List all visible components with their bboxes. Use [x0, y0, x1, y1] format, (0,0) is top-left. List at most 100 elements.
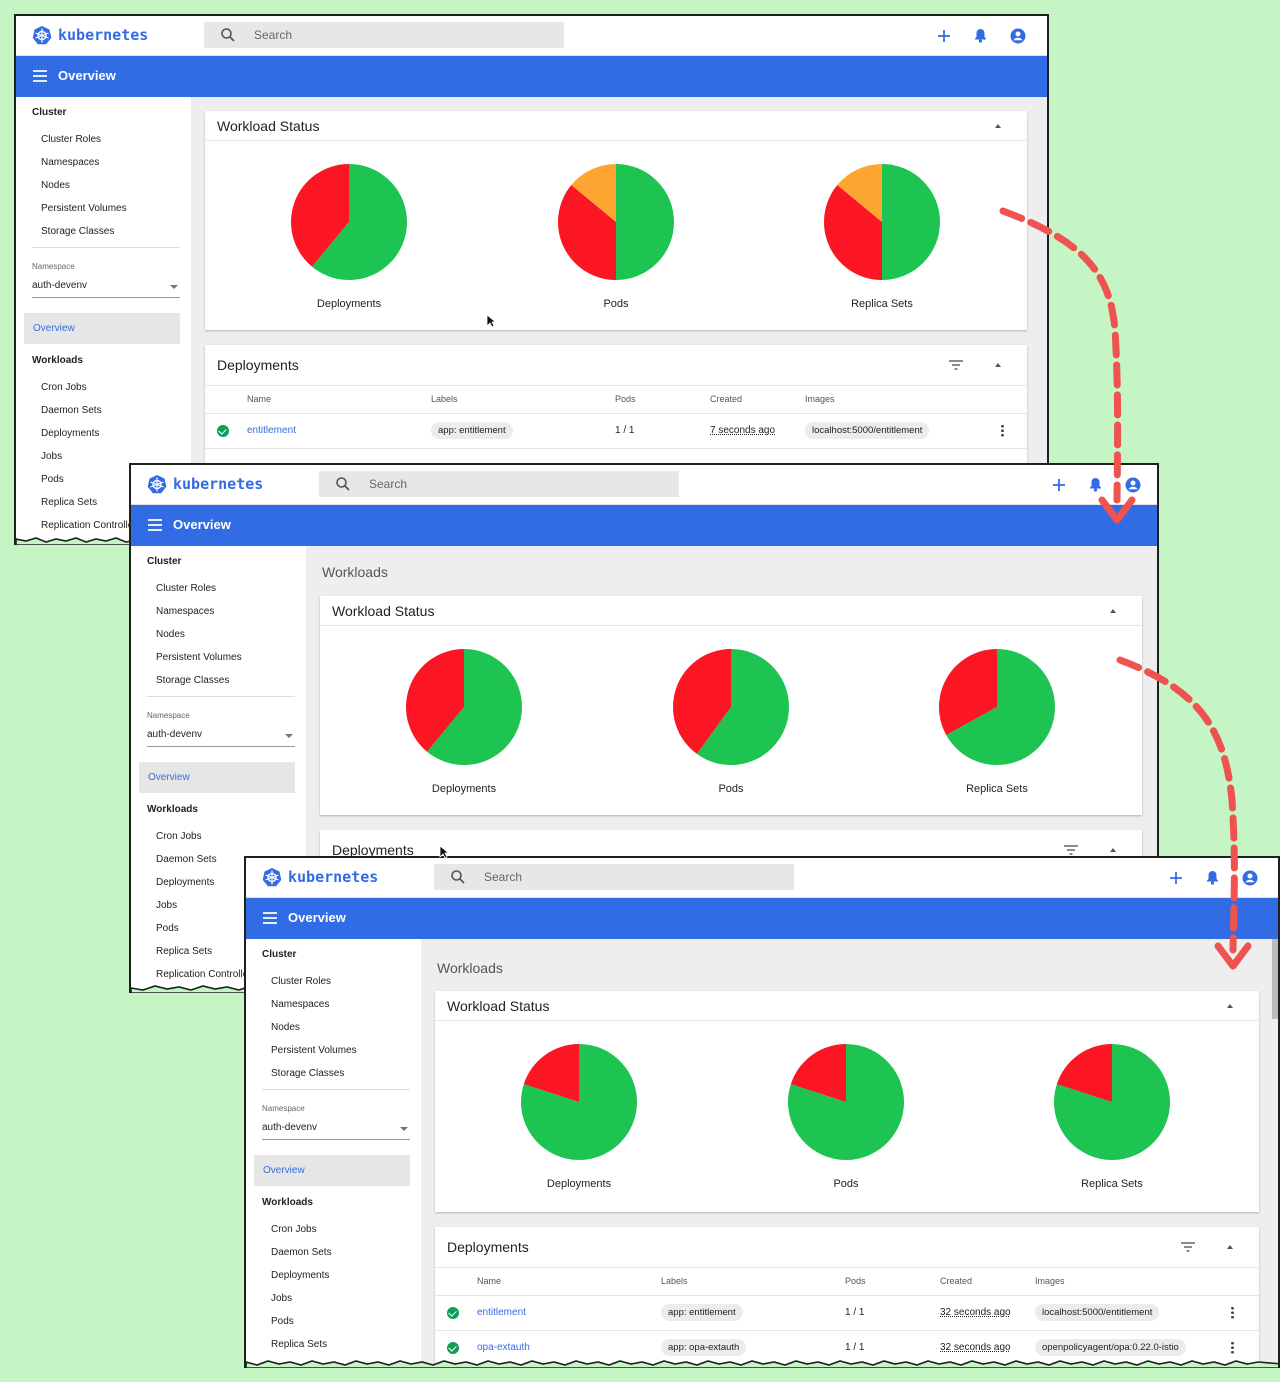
- more-vert-icon[interactable]: [1231, 1306, 1234, 1319]
- collapse-icon[interactable]: [1110, 609, 1116, 613]
- kubernetes-logo[interactable]: kubernetes: [147, 474, 263, 494]
- filter-icon[interactable]: [949, 360, 963, 370]
- column-header-pods[interactable]: Pods: [845, 1276, 866, 1286]
- pie-replica-sets: [1054, 1044, 1170, 1160]
- column-header-created[interactable]: Created: [940, 1276, 973, 1286]
- add-icon[interactable]: [1049, 475, 1068, 494]
- sidebar-item-jobs[interactable]: Jobs: [271, 1293, 293, 1304]
- sidebar-item-nodes[interactable]: Nodes: [271, 1022, 300, 1033]
- search-input[interactable]: [484, 870, 764, 884]
- kubernetes-logo[interactable]: kubernetes: [32, 25, 148, 45]
- sidebar-item-overview[interactable]: Overview: [139, 762, 295, 793]
- collapse-icon[interactable]: [1227, 1004, 1233, 1008]
- more-vert-icon[interactable]: [1001, 424, 1004, 437]
- sidebar-item-cron-jobs[interactable]: Cron Jobs: [271, 1224, 317, 1235]
- sidebar-item-cluster-roles[interactable]: Cluster Roles: [271, 976, 332, 987]
- menu-icon[interactable]: [147, 518, 163, 532]
- label-chip: app: opa-extauth: [661, 1339, 747, 1356]
- search-input[interactable]: [369, 477, 649, 491]
- sidebar-item-deployments[interactable]: Deployments: [41, 428, 100, 439]
- filter-icon[interactable]: [1064, 845, 1078, 855]
- sidebar-item-namespaces[interactable]: Namespaces: [41, 157, 100, 168]
- column-header-images[interactable]: Images: [1035, 1276, 1065, 1286]
- collapse-icon[interactable]: [1227, 1245, 1233, 1249]
- sidebar-item-daemon-sets[interactable]: Daemon Sets: [41, 405, 102, 416]
- add-icon[interactable]: [1166, 868, 1185, 887]
- page-title-bar: Overview: [246, 898, 1278, 939]
- sidebar-item-replication-controllers[interactable]: Replication Controllers: [41, 520, 142, 531]
- sidebar-item-persistent-volumes[interactable]: Persistent Volumes: [271, 1045, 357, 1056]
- column-header-labels[interactable]: Labels: [431, 394, 458, 404]
- sidebar-item-replication-controllers[interactable]: Replication Controllers: [156, 969, 257, 980]
- menu-icon[interactable]: [262, 911, 278, 925]
- account-icon[interactable]: [1240, 868, 1259, 887]
- column-header-name[interactable]: Name: [477, 1276, 502, 1286]
- bell-icon[interactable]: [1203, 868, 1222, 887]
- column-header-name[interactable]: Name: [247, 394, 272, 404]
- namespace-select[interactable]: auth-devenv: [32, 280, 180, 298]
- sidebar-item-namespaces[interactable]: Namespaces: [271, 999, 330, 1010]
- sidebar-item-deployments[interactable]: Deployments: [271, 1270, 330, 1281]
- bell-icon[interactable]: [971, 26, 990, 45]
- collapse-icon[interactable]: [995, 124, 1001, 128]
- sidebar-item-pods[interactable]: Pods: [41, 474, 64, 485]
- pie-label: Replica Sets: [851, 298, 913, 310]
- sidebar-item-nodes[interactable]: Nodes: [156, 629, 185, 640]
- sidebar-item-nodes[interactable]: Nodes: [41, 180, 70, 191]
- search-icon: [336, 477, 350, 491]
- collapse-icon[interactable]: [995, 363, 1001, 367]
- kubernetes-logo[interactable]: kubernetes: [262, 867, 378, 887]
- pie-slice-failed: [790, 1044, 846, 1102]
- pie-slice-ok: [946, 649, 1055, 765]
- sidebar-item-namespaces[interactable]: Namespaces: [156, 606, 215, 617]
- sidebar-item-pods[interactable]: Pods: [271, 1316, 294, 1327]
- sidebar-item-cron-jobs[interactable]: Cron Jobs: [156, 831, 202, 842]
- sidebar-item-deployments[interactable]: Deployments: [156, 877, 215, 888]
- search-bar[interactable]: [204, 22, 564, 48]
- sidebar-item-persistent-volumes[interactable]: Persistent Volumes: [41, 203, 127, 214]
- sidebar-item-daemon-sets[interactable]: Daemon Sets: [156, 854, 217, 865]
- column-header-pods[interactable]: Pods: [615, 394, 636, 404]
- bell-icon[interactable]: [1086, 475, 1105, 494]
- sidebar-item-cluster-roles[interactable]: Cluster Roles: [41, 134, 102, 145]
- namespace-select[interactable]: auth-devenv: [147, 729, 295, 747]
- namespace-value: auth-devenv: [147, 729, 203, 740]
- search-input[interactable]: [254, 28, 534, 42]
- sidebar-item-replica-sets[interactable]: Replica Sets: [271, 1339, 328, 1350]
- sidebar-item-overview[interactable]: Overview: [254, 1155, 410, 1186]
- menu-icon[interactable]: [32, 69, 48, 83]
- sidebar-item-replica-sets[interactable]: Replica Sets: [156, 946, 213, 957]
- sidebar-item-overview[interactable]: Overview: [24, 313, 180, 344]
- sidebar-item-cron-jobs[interactable]: Cron Jobs: [41, 382, 87, 393]
- column-header-labels[interactable]: Labels: [661, 1276, 688, 1286]
- deployment-name-link[interactable]: entitlement: [477, 1307, 526, 1318]
- namespace-select[interactable]: auth-devenv: [262, 1122, 410, 1140]
- sidebar-item-cluster-roles[interactable]: Cluster Roles: [156, 583, 217, 594]
- sidebar-item-jobs[interactable]: Jobs: [41, 451, 63, 462]
- scrollbar[interactable]: [1272, 939, 1278, 1019]
- deployment-name-link[interactable]: opa-extauth: [477, 1342, 530, 1353]
- sidebar-item-persistent-volumes[interactable]: Persistent Volumes: [156, 652, 242, 663]
- pie-pods: [558, 164, 674, 280]
- sidebar-item-pods[interactable]: Pods: [156, 923, 179, 934]
- sidebar-item-replica-sets[interactable]: Replica Sets: [41, 497, 98, 508]
- sidebar-item-jobs[interactable]: Jobs: [156, 900, 178, 911]
- deployment-name-link[interactable]: entitlement: [247, 425, 296, 436]
- brand-name: kubernetes: [173, 475, 264, 493]
- collapse-icon[interactable]: [1110, 848, 1116, 852]
- more-vert-icon[interactable]: [1231, 1341, 1234, 1354]
- sidebar-item-storage-classes[interactable]: Storage Classes: [156, 675, 230, 686]
- add-icon[interactable]: [934, 26, 953, 45]
- search-bar[interactable]: [319, 471, 679, 497]
- sidebar-item-daemon-sets[interactable]: Daemon Sets: [271, 1247, 332, 1258]
- account-icon[interactable]: [1123, 475, 1142, 494]
- column-header-images[interactable]: Images: [805, 394, 835, 404]
- sidebar-item-storage-classes[interactable]: Storage Classes: [271, 1068, 345, 1079]
- search-icon: [221, 28, 235, 42]
- sidebar-item-storage-classes[interactable]: Storage Classes: [41, 226, 115, 237]
- filter-icon[interactable]: [1181, 1242, 1195, 1252]
- search-bar[interactable]: [434, 864, 794, 890]
- account-icon[interactable]: [1008, 26, 1027, 45]
- pods-count: 1 / 1: [615, 425, 635, 436]
- column-header-created[interactable]: Created: [710, 394, 743, 404]
